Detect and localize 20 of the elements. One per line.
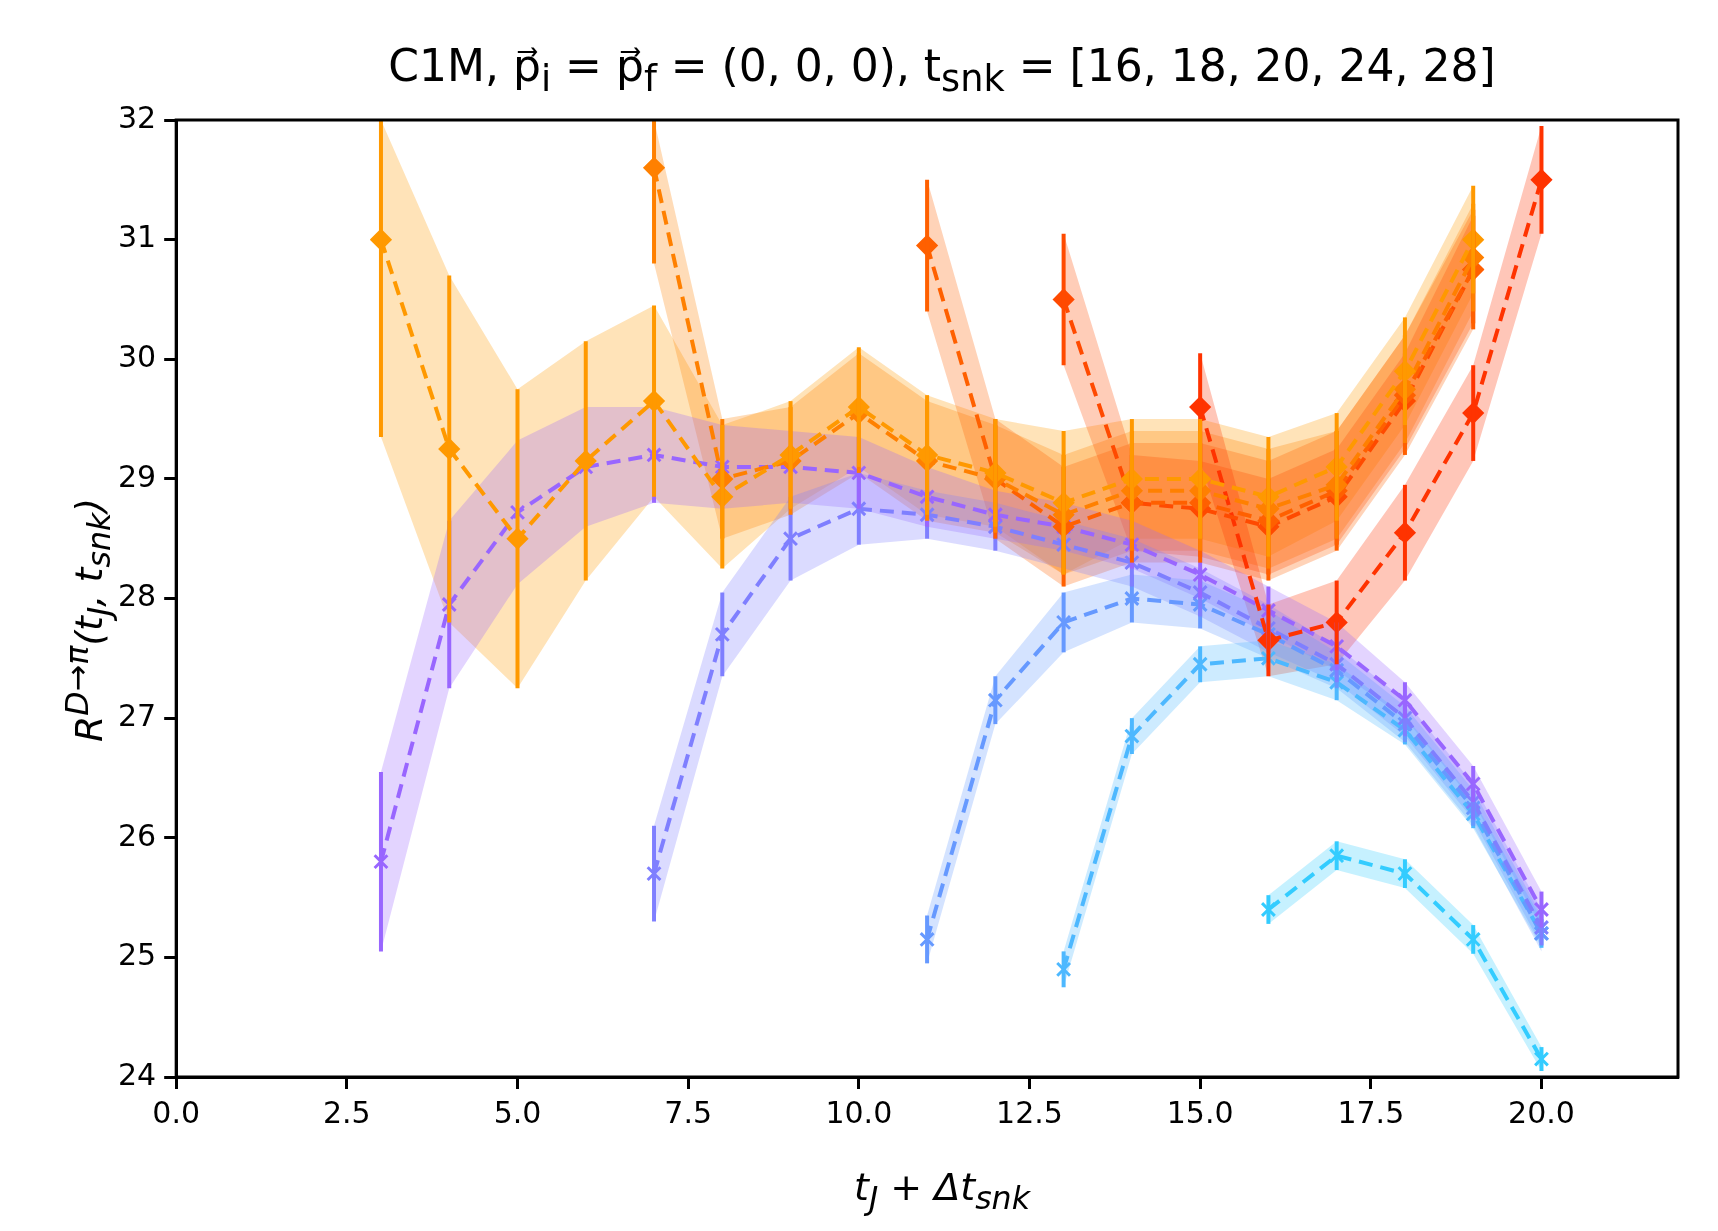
y-tick-label: 25 (117, 937, 157, 973)
x-tick-label: 0.0 (152, 1094, 201, 1130)
y-tick-label: 24 (117, 1056, 157, 1092)
y-tick-label: 32 (117, 99, 157, 135)
y-tick-label: 27 (117, 697, 157, 733)
x-tick-label: 5.0 (493, 1094, 542, 1130)
y-tick-label: 28 (117, 578, 157, 614)
x-axis-title: t$_{J}$ + Δt$_{snk}$ (852, 1165, 1032, 1216)
x-tick-label: 10.0 (825, 1094, 893, 1130)
x-tick-label: 15.0 (1166, 1094, 1234, 1130)
x-tick-label: 7.5 (664, 1094, 713, 1130)
chart-title: C1M, p⃗$_{i}$ = p⃗$_{f}$ = (0, 0, 0), t$_{snk}$ = [16, 18, 20, 24, 28] (387, 40, 1497, 100)
x-tick-label: 12.5 (996, 1094, 1063, 1130)
y-tick-label: 29 (117, 458, 157, 494)
y-tick-label: 31 (117, 219, 157, 255)
x-tick-label: 2.5 (322, 1094, 371, 1130)
x-tick-label: 17.5 (1337, 1094, 1405, 1130)
x-tick-label: 20.0 (1508, 1094, 1575, 1130)
y-tick-label: 26 (117, 817, 157, 853)
y-tick-label: 30 (117, 339, 157, 375)
